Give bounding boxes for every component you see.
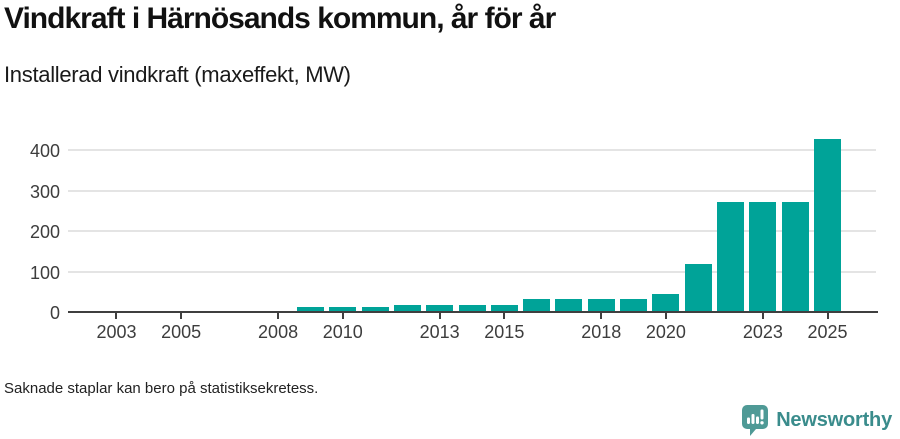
gridline-100 [68, 270, 876, 273]
y-axis-label-0: 0 [49, 303, 60, 323]
footnote: Saknade staplar kan bero på statistiksek… [4, 380, 319, 397]
x-tick-2008 [277, 313, 280, 319]
bar-2025 [814, 139, 842, 312]
bar-2017 [555, 298, 583, 312]
x-axis-label-2018: 2018 [581, 322, 622, 342]
chart-subtitle: Installerad vindkraft (maxeffekt, MW) [4, 62, 351, 87]
bar-2015 [490, 304, 518, 312]
x-tick-2018 [600, 313, 603, 319]
bar-2011 [361, 306, 389, 312]
x-tick-2010 [341, 313, 344, 319]
y-axis-label-400: 400 [29, 141, 60, 162]
plot-area [68, 130, 876, 312]
bar-2010 [329, 306, 357, 312]
x-axis-label-2013: 2013 [419, 322, 460, 342]
bar-2018 [587, 298, 615, 312]
bar-2009 [296, 306, 324, 312]
x-tick-2020 [664, 313, 667, 319]
x-axis-label-2015: 2015 [484, 322, 525, 342]
x-tick-2005 [180, 313, 183, 319]
x-tick-2015 [503, 313, 506, 319]
gridline-400 [68, 149, 876, 152]
x-tick-2003 [115, 313, 118, 319]
gridline-200 [68, 230, 876, 233]
newsworthy-logo: Newsworthy [741, 403, 892, 437]
newsworthy-speech-bubble-bar-chart-icon [742, 404, 769, 436]
y-axis-label-100: 100 [29, 262, 60, 283]
logo-text: Newsworthy [776, 408, 892, 431]
x-axis-label-2008: 2008 [258, 322, 299, 342]
y-axis-label-300: 300 [29, 181, 60, 202]
bar-2012 [393, 304, 421, 312]
x-tick-2025 [826, 313, 829, 319]
x-axis-line [68, 311, 878, 313]
bar-2023 [749, 201, 777, 312]
bar-2016 [523, 298, 551, 312]
x-tick-2013 [438, 313, 441, 319]
x-axis-label-2010: 2010 [322, 322, 363, 342]
x-axis-label-2023: 2023 [742, 322, 783, 342]
chart-title: Vindkraft i Härnösands kommun, år för år [4, 2, 556, 35]
bar-2021 [684, 264, 712, 312]
x-axis-label-2005: 2005 [161, 322, 202, 342]
y-axis-label-200: 200 [29, 222, 60, 243]
bar-2024 [781, 201, 809, 312]
x-axis-label-2025: 2025 [807, 322, 848, 342]
bar-2020 [652, 294, 680, 312]
x-tick-2023 [761, 313, 764, 319]
x-axis-label-2020: 2020 [645, 322, 686, 342]
bar-2013 [426, 304, 454, 312]
bar-2022 [717, 201, 745, 312]
bar-2019 [620, 298, 648, 312]
x-axis-label-2003: 2003 [96, 322, 137, 342]
gridline-300 [68, 189, 876, 192]
bar-2014 [458, 304, 486, 312]
